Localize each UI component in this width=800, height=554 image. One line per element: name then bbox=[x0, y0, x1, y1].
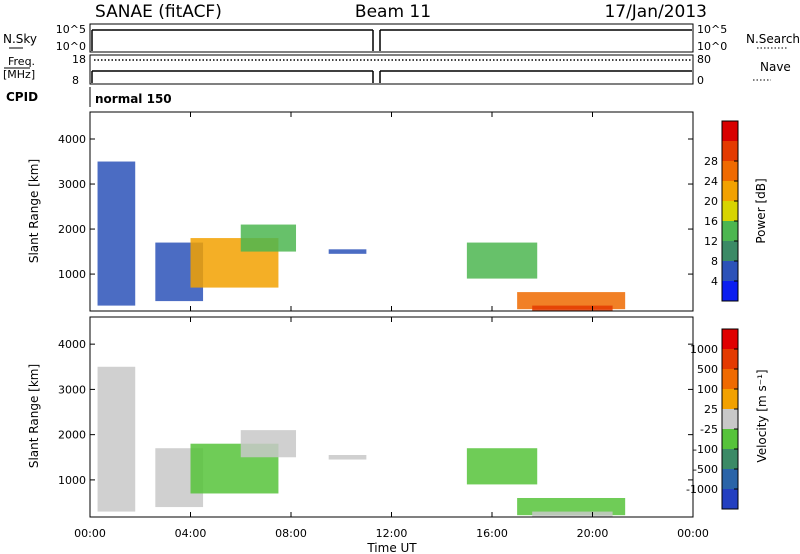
x-tick-label: 04:00 bbox=[175, 527, 207, 540]
colorbar-swatch bbox=[722, 281, 738, 301]
data-region bbox=[97, 161, 136, 306]
freq-panel: Freq. [MHz] 18 8 80 0 Nave bbox=[3, 53, 791, 87]
colorbar-tick-label: 24 bbox=[704, 175, 718, 188]
power-panel: 1000 2000 3000 4000 Slant Range [km] bbox=[27, 111, 694, 312]
colorbar-tick-label: 25 bbox=[704, 403, 718, 416]
freq-hi: 18 bbox=[72, 53, 86, 66]
freq-lo: 8 bbox=[72, 74, 79, 87]
colorbar-swatch bbox=[722, 489, 738, 509]
nsearch-label: N.Search bbox=[746, 32, 800, 46]
data-region bbox=[328, 249, 367, 254]
data-region bbox=[517, 497, 626, 516]
nsky-label: N.Sky bbox=[3, 32, 37, 46]
velocity-colorbar: 1000 500 100 25 -25 -100 -500 -1000 bbox=[686, 328, 739, 510]
data-region bbox=[532, 511, 613, 517]
freq-unit: [MHz] bbox=[3, 68, 35, 81]
colorbar-tick-label: 100 bbox=[697, 383, 718, 396]
velocity-panel: 1000 2000 3000 4000 Slant Range [km] bbox=[27, 316, 694, 518]
data-region bbox=[517, 292, 626, 310]
y-tick-label: 3000 bbox=[58, 383, 86, 396]
power-data bbox=[97, 161, 626, 311]
x-tick-label: 00:00 bbox=[677, 527, 709, 540]
velocity-data bbox=[97, 366, 626, 517]
y-tick-label: 1000 bbox=[58, 268, 86, 281]
freq-label: Freq. bbox=[8, 55, 35, 68]
velocity-colorbar-label: Velocity [m s⁻¹] bbox=[755, 369, 769, 462]
power-colorbar: 4 8 12 16 20 24 28 bbox=[704, 120, 739, 302]
nsky-lo: 10^0 bbox=[56, 40, 86, 53]
colorbar-frame bbox=[721, 328, 739, 510]
colorbar-swatch bbox=[722, 329, 738, 349]
y-tick-label: 4000 bbox=[58, 338, 86, 351]
x-tick-label: 16:00 bbox=[476, 527, 508, 540]
nave-hi: 80 bbox=[697, 53, 711, 66]
date-title: 17/Jan/2013 bbox=[604, 2, 707, 22]
colorbar-tick-label: -25 bbox=[700, 423, 718, 436]
time-axis: 00:00 04:00 08:00 12:00 16:00 20:00 00:00 bbox=[74, 112, 709, 540]
nsearch-hi: 10^5 bbox=[697, 23, 727, 36]
colorbar-tick-label: 8 bbox=[711, 255, 718, 268]
colorbar-tick-label: -1000 bbox=[686, 483, 718, 496]
colorbar-swatch bbox=[722, 161, 738, 181]
colorbar-swatch bbox=[722, 201, 738, 221]
station-title: SANAE (fitACF) bbox=[95, 2, 222, 22]
x-tick-label: 12:00 bbox=[376, 527, 408, 540]
nsky-panel: N.Sky 10^5 10^0 10^5 10^0 N.Search bbox=[3, 23, 800, 53]
colorbar-tick-label: 16 bbox=[704, 215, 718, 228]
data-region bbox=[532, 305, 613, 311]
data-region bbox=[97, 366, 136, 512]
velocity-y-label: Slant Range [km] bbox=[27, 364, 41, 468]
colorbar-tick-label: 12 bbox=[704, 235, 718, 248]
colorbar-swatch bbox=[722, 141, 738, 161]
colorbar-tick-label: 4 bbox=[711, 275, 718, 288]
colorbar-swatch bbox=[722, 241, 738, 261]
x-axis-label: Time UT bbox=[366, 541, 417, 554]
colorbar-swatch bbox=[722, 369, 738, 389]
colorbar-tick-label: -500 bbox=[693, 463, 718, 476]
colorbar-swatch bbox=[722, 389, 738, 409]
colorbar-swatch bbox=[722, 261, 738, 281]
nave-lo: 0 bbox=[697, 74, 704, 87]
data-region bbox=[240, 430, 297, 458]
data-region bbox=[466, 448, 538, 485]
y-tick-label: 2000 bbox=[58, 223, 86, 236]
beam-title: Beam 11 bbox=[355, 2, 431, 22]
x-tick-label: 08:00 bbox=[275, 527, 307, 540]
y-tick-label: 3000 bbox=[58, 178, 86, 191]
cpid-label: CPID bbox=[6, 90, 38, 104]
y-tick-label: 2000 bbox=[58, 429, 86, 442]
y-tick-label: 1000 bbox=[58, 474, 86, 487]
colorbar-swatch bbox=[722, 429, 738, 449]
colorbar-swatch bbox=[722, 469, 738, 489]
colorbar-swatch bbox=[722, 449, 738, 469]
colorbar-swatch bbox=[722, 221, 738, 241]
colorbar-tick-label: 20 bbox=[704, 195, 718, 208]
colorbar-swatch bbox=[722, 409, 738, 429]
colorbar-tick-label: 1000 bbox=[690, 343, 718, 356]
data-region bbox=[240, 224, 297, 252]
data-region bbox=[466, 242, 538, 279]
power-colorbar-label: Power [dB] bbox=[754, 178, 768, 243]
colorbar-tick-label: 28 bbox=[704, 155, 718, 168]
nsearch-lo: 10^0 bbox=[697, 40, 727, 53]
colorbar-swatch bbox=[722, 121, 738, 141]
x-tick-label: 20:00 bbox=[577, 527, 609, 540]
colorbar-tick-label: -100 bbox=[693, 443, 718, 456]
y-tick-label: 4000 bbox=[58, 133, 86, 146]
x-tick-label: 00:00 bbox=[74, 527, 106, 540]
data-region bbox=[328, 455, 367, 460]
nsky-hi: 10^5 bbox=[56, 23, 86, 36]
power-y-label: Slant Range [km] bbox=[27, 159, 41, 263]
nave-label: Nave bbox=[760, 60, 791, 74]
colorbar-swatch bbox=[722, 349, 738, 369]
colorbar-frame bbox=[721, 120, 739, 302]
colorbar-tick-label: 500 bbox=[697, 363, 718, 376]
cpid-value: normal 150 bbox=[95, 92, 172, 106]
colorbar-swatch bbox=[722, 181, 738, 201]
